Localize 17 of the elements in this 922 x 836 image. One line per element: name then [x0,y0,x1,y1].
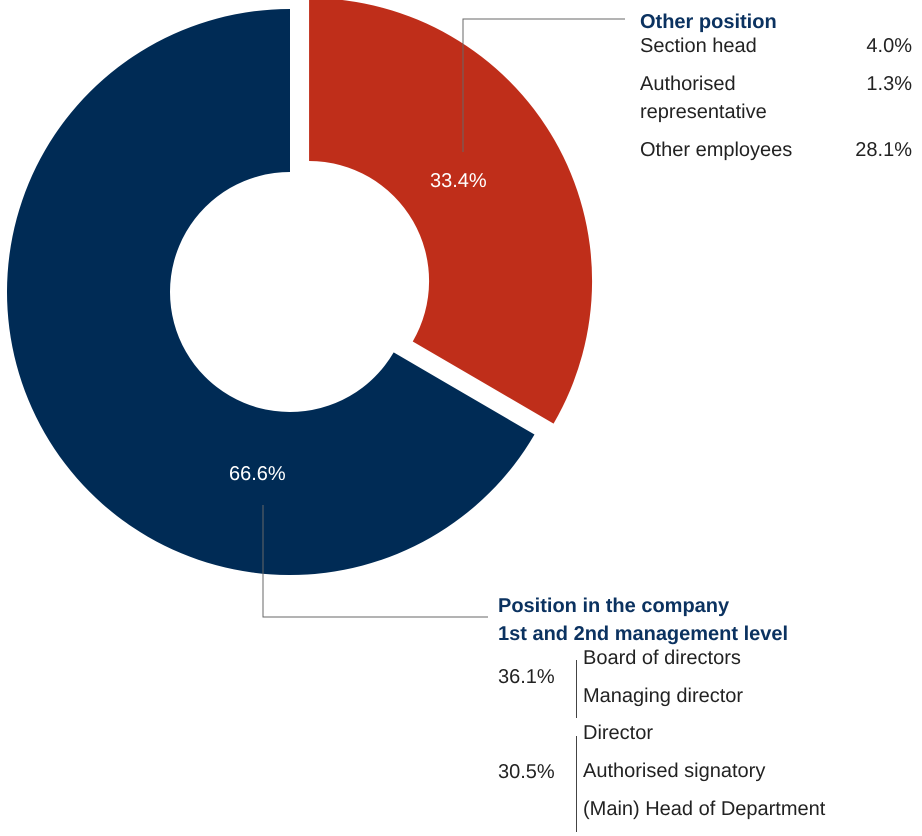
slice-label: Other position [640,10,777,35]
text: 36.1% [498,665,555,690]
text: 4.0% [866,34,912,59]
text: 28.1% [855,138,912,163]
slice-label: Position in the company 1st and 2nd management level [498,594,788,647]
text: Board of directors [583,646,741,671]
text: (Main) Head of Department [583,797,826,822]
data-label: 33.4% [430,170,487,192]
text: Authorised signatory [583,759,766,784]
data-label: 66.6% [229,463,286,485]
text: Other employees [640,138,792,163]
text: Director [583,721,654,746]
text: Authorised representative [640,72,767,125]
text: Section head [640,34,757,59]
text: 1.3% [866,72,912,97]
text: Managing director [583,684,744,709]
text: 30.5% [498,760,555,785]
